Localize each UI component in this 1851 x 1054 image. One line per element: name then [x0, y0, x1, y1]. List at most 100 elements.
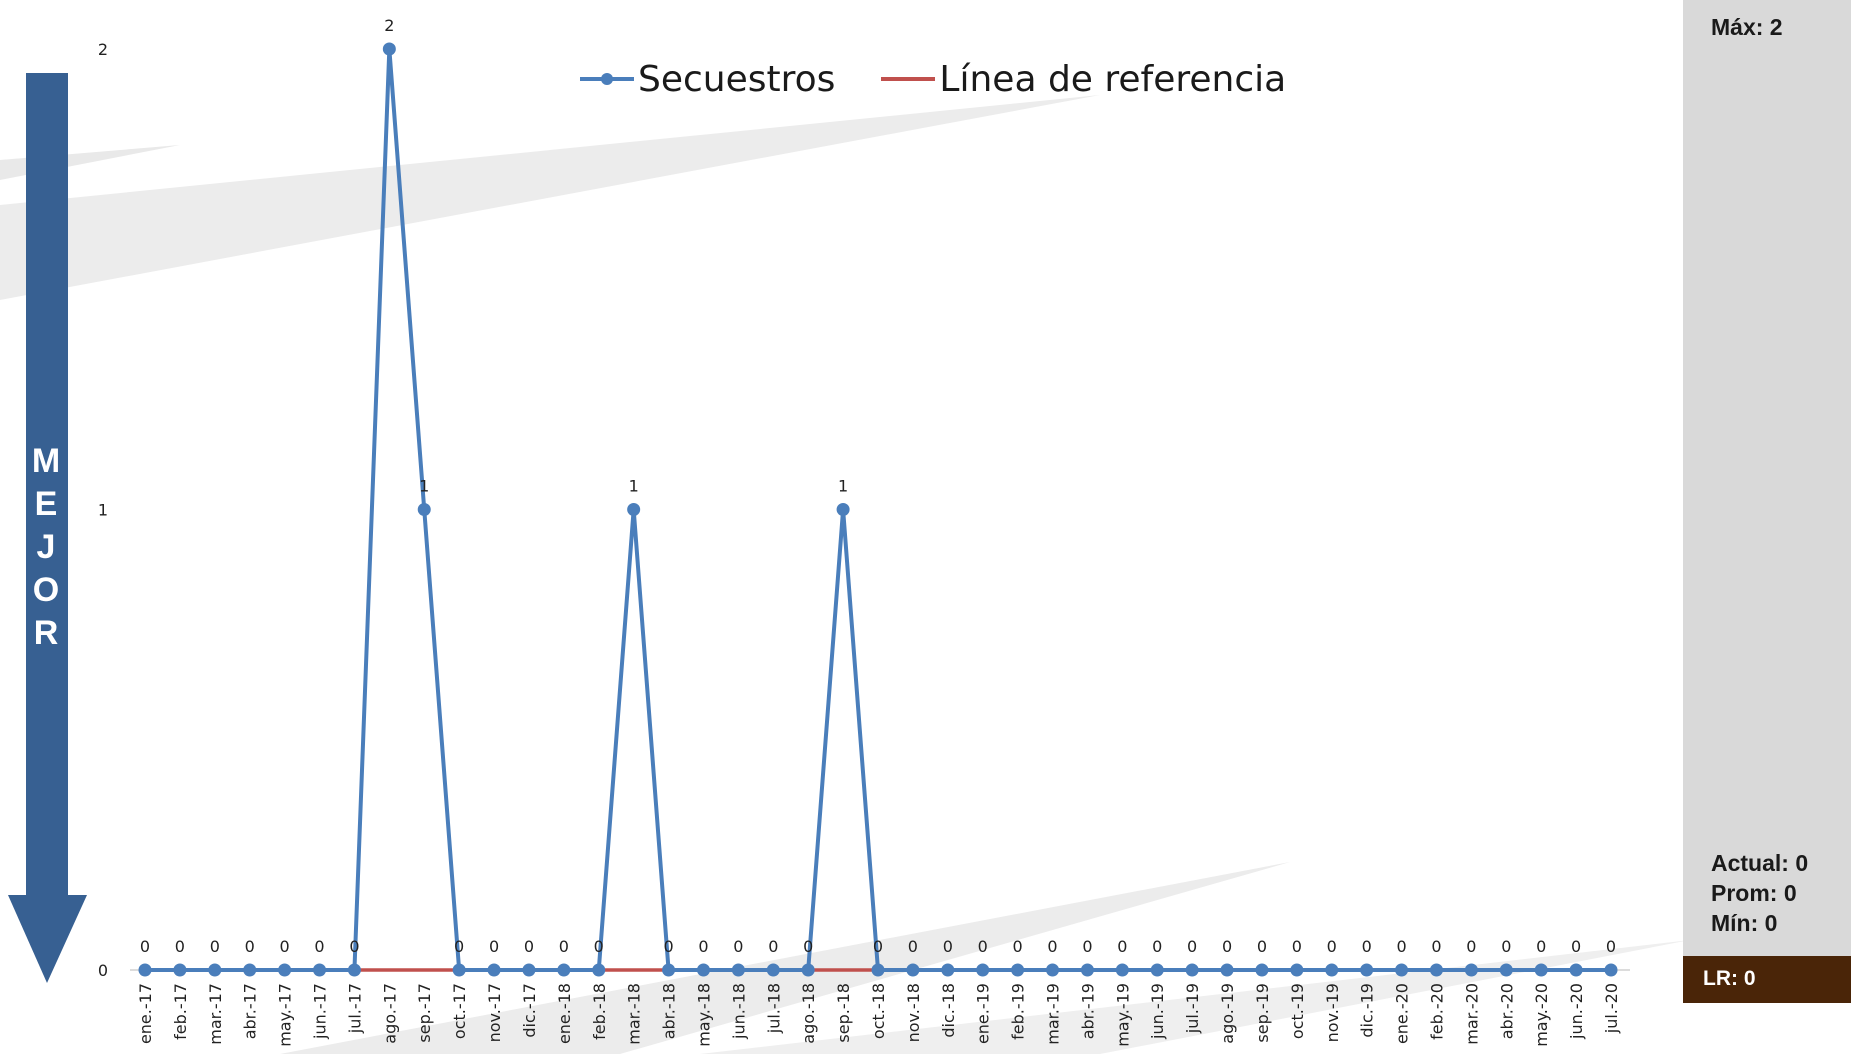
x-tick-label: mar.-20: [1462, 983, 1481, 1045]
data-label: 0: [1606, 937, 1616, 956]
data-label: 0: [908, 937, 918, 956]
data-point: [766, 963, 780, 977]
data-point: [941, 963, 955, 977]
x-tick-label: mar.-19: [1044, 983, 1063, 1045]
data-label: 0: [803, 937, 813, 956]
x-tick-label: mar.-17: [206, 983, 225, 1045]
x-tick-label: mar.-18: [625, 983, 644, 1045]
y-tick-label: 2: [98, 40, 108, 59]
data-point: [1325, 963, 1339, 977]
data-point: [801, 963, 815, 977]
x-tick-label: jul.-18: [764, 983, 783, 1034]
data-point: [557, 963, 571, 977]
x-tick-label: may.-17: [276, 983, 295, 1047]
x-tick-label: jun.-20: [1567, 983, 1586, 1040]
data-point: [1360, 963, 1374, 977]
x-tick-label: dic.-17: [520, 983, 539, 1038]
data-point: [871, 963, 885, 977]
data-label: 0: [873, 937, 883, 956]
data-label: 0: [1257, 937, 1267, 956]
data-point: [731, 963, 745, 977]
x-tick-label: may.-20: [1532, 983, 1551, 1047]
x-tick-label: feb.-20: [1427, 983, 1446, 1040]
legend-item-secuestros: Secuestros: [578, 59, 835, 100]
x-tick-label: ago.-19: [1218, 983, 1237, 1044]
data-label: 1: [629, 477, 639, 496]
data-label: 0: [175, 937, 185, 956]
data-label: 0: [1327, 937, 1337, 956]
data-label: 0: [1466, 937, 1476, 956]
x-tick-label: ago.-18: [799, 983, 818, 1044]
legend-line-icon: [881, 77, 936, 81]
data-point: [1395, 963, 1409, 977]
data-point: [1115, 963, 1129, 977]
direction-letter: R: [33, 614, 59, 652]
data-point: [138, 963, 152, 977]
data-label: 0: [524, 937, 534, 956]
x-tick-label: jul.-17: [345, 983, 364, 1034]
data-point: [1534, 963, 1548, 977]
secuestros-line: [145, 48, 1611, 972]
data-point: [417, 503, 431, 516]
data-point: [313, 963, 327, 977]
stats-panel: Máx: 2 Actual: 0 Prom: 0 Mín: 0: [1683, 0, 1851, 1003]
legend-item-referencia: Línea de referencia: [879, 59, 1286, 100]
direction-letter: J: [36, 528, 56, 566]
data-point: [1220, 963, 1234, 977]
data-point: [452, 963, 466, 977]
data-label: 0: [1152, 937, 1162, 956]
data-label: 0: [1431, 937, 1441, 956]
x-tick-label: may.-18: [694, 983, 713, 1047]
data-label: 0: [210, 937, 220, 956]
x-tick-label: sep.-19: [1253, 983, 1272, 1043]
chart-legend: Secuestros Línea de referencia: [578, 56, 1330, 102]
x-tick-label: feb.-17: [171, 983, 190, 1040]
x-tick-label: feb.-19: [1009, 983, 1028, 1040]
lr-label: LR: 0: [1703, 967, 1756, 990]
x-tick-label: ene.-20: [1393, 983, 1412, 1044]
data-label: 0: [1362, 937, 1372, 956]
data-point: [243, 963, 257, 977]
data-label: 0: [698, 937, 708, 956]
data-label: 0: [245, 937, 255, 956]
reference-line-value: LR: 0: [1683, 956, 1851, 1003]
x-tick-label: dic.-18: [939, 983, 958, 1038]
data-point: [1290, 963, 1304, 977]
x-tick-label: ene.-17: [136, 983, 155, 1044]
data-label: 0: [1013, 937, 1023, 956]
x-tick-label: jun.-17: [311, 983, 330, 1040]
x-tick-label: jul.-20: [1602, 983, 1621, 1034]
x-tick-label: oct.-18: [869, 983, 888, 1039]
x-tick-label: nov.-18: [904, 983, 923, 1042]
better-direction-arrow: [8, 73, 87, 983]
secuestros-series: 0 0 0 0 0 0 0 2 1 0 0 0 0 0 1 0 0 0 0 0 1 0 0 0 0 0 0 0 0 0 0 0 0 0 0 0 0 0 0 0…: [138, 16, 1618, 977]
data-label: 0: [1571, 937, 1581, 956]
x-tick-label: sep.-17: [415, 983, 434, 1043]
x-tick-label: dic.-19: [1358, 983, 1377, 1038]
direction-letter: E: [34, 485, 58, 523]
data-point: [1499, 963, 1513, 977]
data-label: 0: [1536, 937, 1546, 956]
x-tick-label: may.-19: [1113, 983, 1132, 1047]
x-tick-label: ago.-17: [380, 983, 399, 1044]
x-tick-label: nov.-19: [1323, 983, 1342, 1042]
data-point: [1011, 963, 1025, 977]
data-point: [592, 963, 606, 977]
data-label: 0: [978, 937, 988, 956]
data-label: 0: [1047, 937, 1057, 956]
direction-letter: O: [32, 571, 60, 609]
data-label: 0: [1222, 937, 1232, 956]
x-axis-labels: ene.-17 feb.-17 mar.-17 abr.-17 may.-17 jun.-…: [136, 983, 1621, 1047]
x-tick-label: feb.-18: [590, 983, 609, 1040]
x-tick-label: oct.-19: [1288, 983, 1307, 1039]
direction-letter: M: [31, 442, 61, 480]
min-value: Mín: 0: [1711, 910, 1778, 936]
data-point: [1569, 963, 1583, 977]
data-label: 0: [768, 937, 778, 956]
y-axis: 0 1 2: [98, 40, 108, 980]
data-label: 0: [943, 937, 953, 956]
data-point: [382, 42, 396, 56]
data-label: 0: [1501, 937, 1511, 956]
data-point: [208, 963, 222, 977]
